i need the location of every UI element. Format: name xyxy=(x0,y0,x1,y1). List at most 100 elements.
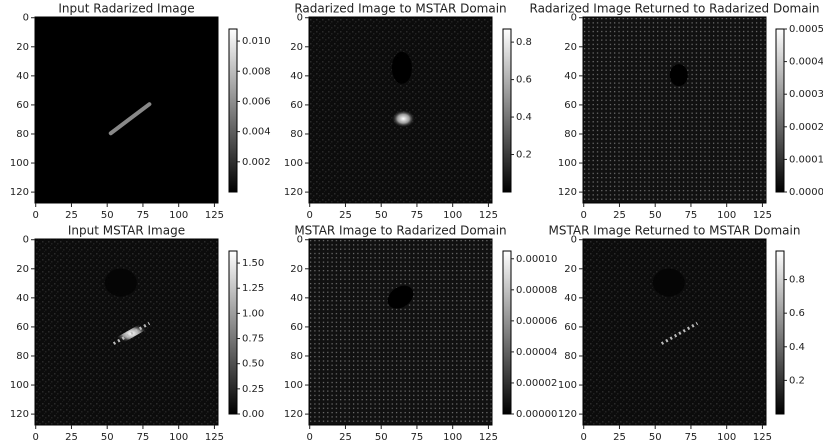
image-feature xyxy=(108,102,152,136)
x-tick-label: 25 xyxy=(65,432,78,442)
x-tick-label: 25 xyxy=(339,432,352,442)
y-tick-label: 0 xyxy=(571,235,577,246)
y-tick-label: 120 xyxy=(558,409,577,420)
y-tick-label: 20 xyxy=(16,264,29,275)
y-tick-label: 120 xyxy=(284,409,303,420)
x-tick-label: 75 xyxy=(137,432,150,442)
colorbar-tick-label: 0.010 xyxy=(242,36,271,47)
y-tick-label: 120 xyxy=(284,187,303,198)
colorbar-tick-label: 0.00010 xyxy=(516,254,557,265)
colorbar-tick-label: 0.8 xyxy=(516,37,532,48)
colorbar-tick-label: 0.2 xyxy=(516,150,532,161)
y-tick-label: 80 xyxy=(290,351,303,362)
colorbar-scale xyxy=(228,250,238,415)
x-tick-label: 100 xyxy=(717,432,736,442)
x-tick-label: 50 xyxy=(101,210,114,221)
image-bg xyxy=(583,17,766,203)
y-tick-label: 80 xyxy=(290,129,303,140)
y-tick-label: 120 xyxy=(10,409,29,420)
colorbar-tick-label: 0.0000 xyxy=(789,187,823,198)
x-tick-label: 0 xyxy=(33,210,39,221)
colorbar-tick-label: 0.00 xyxy=(242,409,264,420)
panel-title: Input MSTAR Image xyxy=(68,224,185,238)
y-tick-label: 120 xyxy=(558,187,577,198)
colorbar-scale xyxy=(502,28,512,193)
colorbar-tick-label: 0.0004 xyxy=(789,57,823,68)
x-tick-label: 125 xyxy=(205,210,224,221)
y-tick-label: 60 xyxy=(16,100,29,111)
x-tick-label: 125 xyxy=(479,432,498,442)
x-tick-label: 50 xyxy=(375,210,388,221)
x-tick-label: 100 xyxy=(443,210,462,221)
colorbar-tick-label: 0.4 xyxy=(789,342,805,353)
colorbar-tick-label: 1.00 xyxy=(242,308,264,319)
y-tick-label: 40 xyxy=(564,293,577,304)
x-tick-label: 25 xyxy=(65,210,78,221)
colorbar-scale xyxy=(775,28,785,193)
x-tick-label: 0 xyxy=(581,432,587,442)
y-tick-label: 20 xyxy=(564,42,577,53)
colorbar-tick-label: 1.25 xyxy=(242,283,264,294)
axes-frame xyxy=(34,16,219,204)
image-panel: Radarized Image Returned to Radarized Do… xyxy=(529,2,819,222)
panel-title: Input Radarized Image xyxy=(58,2,194,16)
x-tick-label: 0 xyxy=(581,210,587,221)
colorbar: 0.00000 0.00002 0.00004 0.00006 0.00008 0.000… xyxy=(502,250,557,420)
y-tick-label: 40 xyxy=(564,71,577,82)
colorbar-tick-label: 0.0003 xyxy=(789,89,823,100)
x-tick-label: 125 xyxy=(753,432,772,442)
axes-frame xyxy=(34,238,219,426)
y-tick-label: 40 xyxy=(290,293,303,304)
x-tick-label: 50 xyxy=(649,432,662,442)
x-tick-label: 25 xyxy=(339,210,352,221)
colorbar-tick-label: 0.0001 xyxy=(789,154,823,165)
colorbar-tick-label: 0.2 xyxy=(789,375,805,386)
x-tick-label: 75 xyxy=(685,432,698,442)
x-tick-label: 125 xyxy=(753,210,772,221)
y-tick-label: 60 xyxy=(290,322,303,333)
y-tick-label: 80 xyxy=(16,129,29,140)
panel-title: Radarized Image Returned to Radarized Do… xyxy=(529,2,819,16)
x-tick-label: 75 xyxy=(137,210,150,221)
x-tick-label: 0 xyxy=(307,432,313,442)
y-tick-label: 60 xyxy=(564,100,577,111)
y-tick-label: 100 xyxy=(284,380,303,391)
colorbar-tick-label: 0.008 xyxy=(242,66,271,77)
colorbar-tick-label: 0.4 xyxy=(516,112,532,123)
y-tick-label: 0 xyxy=(23,235,29,246)
colorbar-tick-label: 0.6 xyxy=(516,75,532,86)
image-bg xyxy=(35,17,218,203)
image-feature xyxy=(652,268,685,297)
colorbar: 0.2 0.4 0.6 0.8 xyxy=(502,28,532,193)
colorbar-tick-label: 0.00004 xyxy=(516,347,557,358)
colorbar-tick-label: 0.0002 xyxy=(789,122,823,133)
x-tick-label: 75 xyxy=(411,432,424,442)
y-tick-label: 40 xyxy=(16,71,29,82)
y-tick-label: 120 xyxy=(10,187,29,198)
y-tick-label: 40 xyxy=(16,293,29,304)
x-tick-label: 0 xyxy=(307,210,313,221)
image-feature xyxy=(104,268,137,297)
colorbar-tick-label: 0.00002 xyxy=(516,378,557,389)
colorbar-tick-label: 0.004 xyxy=(242,127,271,138)
axes-frame xyxy=(582,16,767,204)
y-tick-label: 100 xyxy=(10,158,29,169)
y-tick-label: 0 xyxy=(571,13,577,24)
colorbar-tick-label: 0.00006 xyxy=(516,316,557,327)
y-tick-label: 60 xyxy=(564,322,577,333)
panel-title: MSTAR Image Returned to MSTAR Domain xyxy=(549,224,801,238)
y-tick-label: 20 xyxy=(290,42,303,53)
x-tick-label: 100 xyxy=(443,432,462,442)
y-tick-label: 100 xyxy=(284,158,303,169)
colorbar-tick-label: 0.00000 xyxy=(516,409,557,420)
image-panel: Input Radarized Image 0 25 50 75 100 125 0 20 40 6… xyxy=(10,2,224,222)
image-feature xyxy=(391,109,416,128)
colorbar-tick-label: 0.006 xyxy=(242,96,271,107)
image-feature xyxy=(669,64,688,87)
x-tick-label: 25 xyxy=(613,432,626,442)
panel-title: MSTAR Image to Radarized Domain xyxy=(294,224,506,238)
colorbar-tick-label: 0.00008 xyxy=(516,285,557,296)
